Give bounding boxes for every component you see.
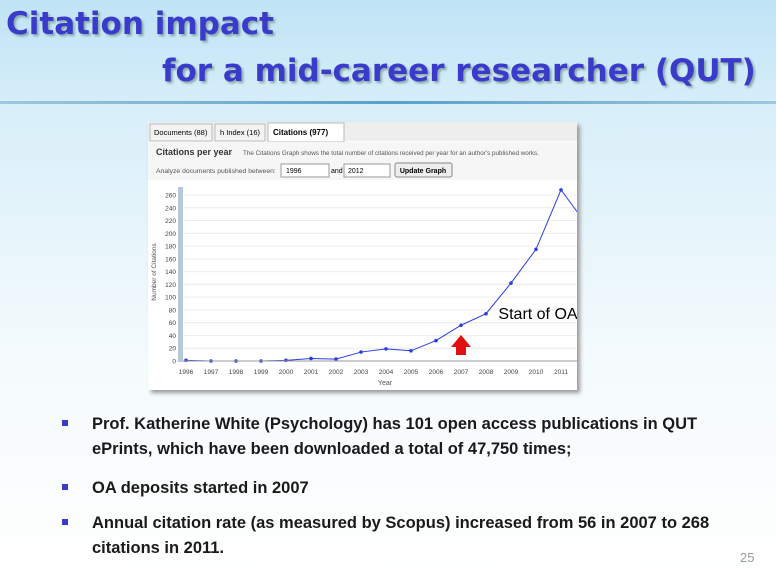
point — [284, 358, 288, 363]
y-tick-label: 180 — [165, 244, 176, 251]
x-tick-label: 2001 — [304, 369, 319, 376]
bullet — [62, 519, 68, 525]
point — [409, 348, 413, 353]
y-tick-label: 40 — [169, 333, 177, 340]
label: and — [331, 168, 343, 175]
y-tick-label: 240 — [165, 205, 176, 212]
select[interactable] — [343, 163, 391, 178]
x-tick-label: 2011 — [554, 369, 568, 376]
x-tick-label: 2005 — [404, 369, 419, 376]
x-tick-label: 1997 — [204, 369, 219, 376]
x-tick-label: 1999 — [254, 369, 269, 376]
divider — [0, 101, 776, 104]
point — [309, 356, 313, 361]
arrow — [451, 335, 471, 355]
button-label: Update Graph — [400, 168, 446, 175]
annotation: Start of OA — [498, 306, 577, 323]
point — [334, 357, 338, 361]
x-tick-label: 2000 — [279, 369, 294, 376]
y-tick-label: 220 — [165, 218, 176, 225]
title: Citation impact — [6, 6, 274, 42]
point — [534, 247, 538, 252]
bullet — [62, 420, 68, 426]
x-tick-label: 2002 — [329, 369, 344, 376]
y-axis-label: Number of Citations — [151, 243, 158, 301]
y-tick-label: 260 — [165, 192, 176, 199]
select-value: 1996 — [286, 168, 302, 175]
y-tick-label: 160 — [165, 256, 176, 263]
y-tick-label: 80 — [169, 307, 177, 314]
bullet-text: Annual citation rate (as measured by Sco… — [92, 514, 710, 557]
x-tick-label: 2009 — [504, 369, 519, 376]
page-number: 25 — [740, 550, 755, 565]
point — [184, 358, 188, 363]
y-tick-label: 0 — [172, 359, 176, 366]
point — [434, 338, 438, 343]
tab-label: Documents (88) — [154, 128, 208, 137]
description: The Citations Graph shows the total numb… — [243, 150, 539, 157]
x-tick-label: 2008 — [479, 369, 494, 376]
axis-strip — [178, 187, 183, 362]
tab[interactable] — [149, 123, 213, 142]
point — [359, 350, 363, 354]
x-tick-label: 1998 — [229, 369, 244, 376]
point — [484, 311, 488, 316]
x-tick-label: 2006 — [429, 369, 444, 376]
y-tick-label: 120 — [165, 282, 176, 289]
select-value: 2012 — [348, 168, 364, 175]
y-tick-label: 100 — [165, 295, 176, 302]
plot — [183, 188, 577, 363]
y-tick-label: 20 — [169, 346, 177, 353]
x-tick-label: 2003 — [354, 369, 369, 376]
heading: Citations per year — [156, 147, 233, 157]
label: Analyze documents published between: — [156, 168, 276, 175]
tab-label: Citations (977) — [273, 128, 328, 137]
button[interactable] — [394, 162, 453, 178]
chart-screenshot: Documents (88) h Index (16) Citations (9… — [148, 122, 577, 390]
x-tick-label: 2007 — [454, 369, 469, 376]
x-axis-label: Year — [378, 380, 393, 387]
y-tick-label: 60 — [169, 320, 177, 327]
x-tick-label: 2010 — [529, 369, 544, 376]
point — [509, 281, 513, 285]
point — [384, 347, 388, 351]
y-tick-label: 200 — [165, 231, 176, 238]
bullet — [62, 484, 68, 490]
x-tick-label: 2004 — [379, 369, 394, 376]
bullet-text: OA deposits started in 2007 — [92, 479, 309, 497]
point — [559, 188, 563, 192]
y-tick-label: 140 — [165, 269, 176, 276]
x-tick-label: 1996 — [179, 369, 194, 376]
title: for a mid-career researcher (QUT) — [162, 53, 756, 89]
tab[interactable] — [214, 123, 266, 142]
tab-label: h Index (16) — [220, 128, 261, 137]
bullet-text: Prof. Katherine White (Psychology) has 1… — [92, 415, 698, 458]
select[interactable] — [280, 163, 330, 178]
point — [459, 323, 463, 328]
